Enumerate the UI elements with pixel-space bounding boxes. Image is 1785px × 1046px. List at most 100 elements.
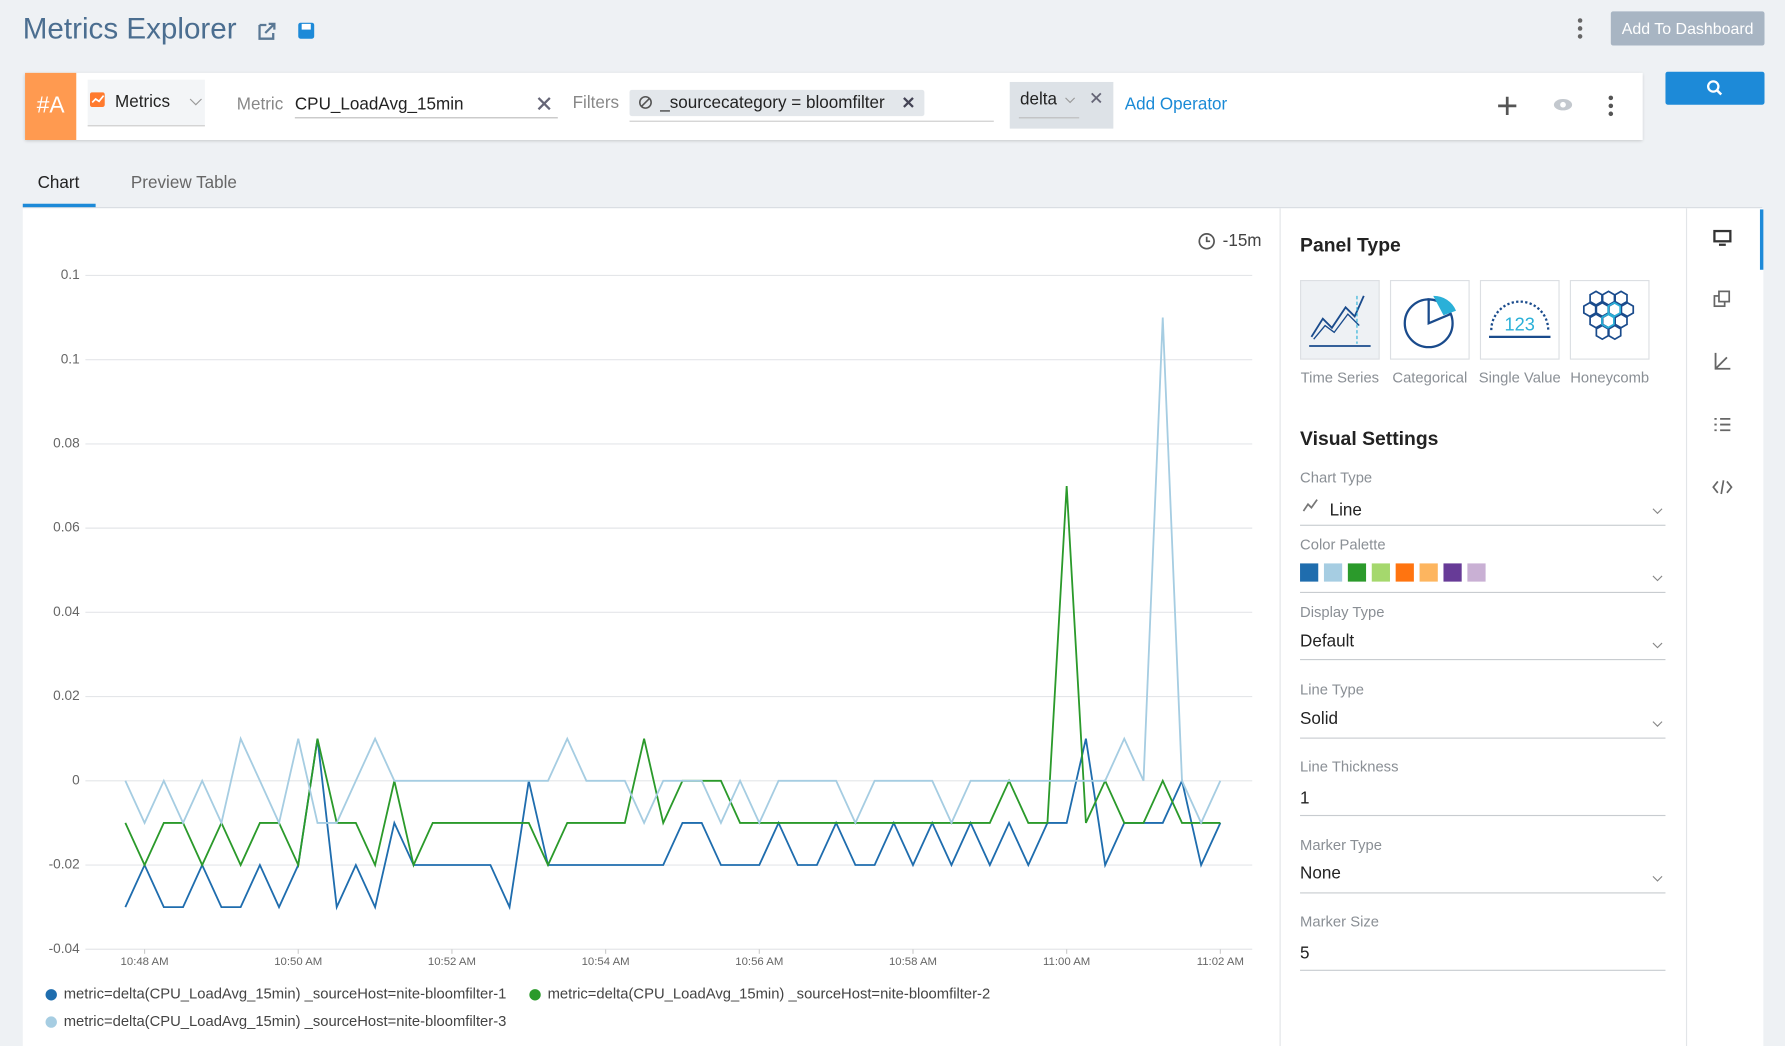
filter-value: _sourcecategory = bloomfilter xyxy=(660,93,885,113)
operator-value[interactable]: delta xyxy=(1019,89,1058,110)
chart: -0.04 -0.02 0 0.02 0.04 0.06 0.08 0.1 0.1 10:48 A… xyxy=(45,267,1253,1030)
side-toolbar xyxy=(1685,208,1764,1046)
x-tick-label: 10:50 AM xyxy=(274,956,322,968)
legend-label: metric=delta(CPU_LoadAvg_15min) _sourceH… xyxy=(548,987,991,1003)
x-tick-label: 10:54 AM xyxy=(582,956,630,968)
palette-swatch xyxy=(1323,563,1343,582)
y-tick-label: 0.1 xyxy=(61,267,80,282)
series-line xyxy=(124,485,1221,869)
active-tab-indicator xyxy=(22,203,96,208)
setting-label: Line Type xyxy=(1300,680,1364,698)
setting-label: Color Palette xyxy=(1300,536,1386,554)
palette-swatch xyxy=(1395,563,1414,582)
x-tick-label: 11:02 AM xyxy=(1197,956,1244,968)
eye-icon[interactable] xyxy=(1553,98,1573,112)
setting-value[interactable]: Line xyxy=(1329,500,1362,521)
setting-value[interactable]: None xyxy=(1300,863,1341,884)
x-tick-label: 10:58 AM xyxy=(889,956,937,968)
setting-underline xyxy=(1300,969,1666,971)
x-tick-label: 10:52 AM xyxy=(428,956,476,968)
filter-underline xyxy=(629,120,994,122)
chevron xyxy=(189,98,202,106)
setting-label: Display Type xyxy=(1300,603,1385,621)
setting-label: Chart Type xyxy=(1300,468,1373,487)
panel-type-label: Time Series xyxy=(1300,368,1380,386)
side-icons[interactable] xyxy=(1712,228,1739,501)
svg-text:123: 123 xyxy=(1505,314,1535,334)
panel-type-label: Honeycomb xyxy=(1570,368,1650,386)
filter-chip[interactable] xyxy=(629,89,925,117)
palette-swatch xyxy=(1347,563,1367,582)
setting-label: Line Thickness xyxy=(1300,758,1399,776)
add-icon[interactable] xyxy=(1497,96,1517,116)
query-menu[interactable] xyxy=(1604,94,1618,119)
query-label: #A xyxy=(25,72,77,140)
series-line xyxy=(124,738,1222,911)
series-line xyxy=(124,317,1222,826)
legend-label: metric=delta(CPU_LoadAvg_15min) _sourceH… xyxy=(64,1014,507,1030)
add-operator[interactable]: Add Operator xyxy=(1124,94,1228,114)
remove-filter[interactable] xyxy=(903,97,914,108)
metric-label: Metric xyxy=(236,94,284,114)
palette-swatch xyxy=(1467,563,1486,582)
legend-swatch xyxy=(45,989,57,1001)
setting-underline xyxy=(1300,814,1666,817)
operator-box xyxy=(1009,81,1114,129)
source-select[interactable] xyxy=(87,79,205,127)
x-tick-label: 10:48 AM xyxy=(121,956,169,968)
x-tick-label: 11:00 AM xyxy=(1043,956,1090,968)
chevron[interactable] xyxy=(1652,642,1663,650)
chevron xyxy=(1065,97,1076,104)
filters-label: Filters xyxy=(572,93,620,113)
setting-value[interactable]: Solid xyxy=(1300,709,1339,729)
clock-icon xyxy=(1198,233,1215,250)
y-tick-label: 0.08 xyxy=(53,436,80,451)
panel-type-label: Single Value xyxy=(1478,368,1561,386)
chevron[interactable] xyxy=(1652,720,1663,728)
chevron[interactable] xyxy=(1652,575,1663,583)
palette-swatch xyxy=(1371,563,1390,582)
y-tick-label: 0.04 xyxy=(53,604,80,619)
source-value: Metrics xyxy=(114,92,171,112)
source-icon xyxy=(89,92,105,107)
tab-preview-table[interactable]: Preview Table xyxy=(130,173,237,193)
legend-swatch xyxy=(45,1016,57,1028)
page-title: Metrics Explorer xyxy=(22,11,237,46)
remove-operator[interactable] xyxy=(1091,92,1102,104)
metric-underline xyxy=(294,117,558,119)
side-active xyxy=(1759,209,1764,270)
panel-type-label: Categorical xyxy=(1392,368,1468,386)
y-tick-label: 0 xyxy=(72,772,80,787)
metric-value[interactable]: CPU_LoadAvg_15min xyxy=(294,94,464,114)
search-button[interactable] xyxy=(1665,71,1765,105)
tab-divider xyxy=(22,207,1763,209)
palette-swatch xyxy=(1443,563,1462,582)
setting-underline xyxy=(1300,591,1666,593)
add-to-dashboard-button[interactable]: Add To Dashboard xyxy=(1610,11,1765,46)
operator-underline xyxy=(1018,117,1080,119)
setting-value[interactable]: 1 xyxy=(1300,788,1310,809)
search-icon xyxy=(1707,80,1723,96)
panel-type-icons[interactable]: 123 xyxy=(1300,279,1653,362)
chevron[interactable] xyxy=(1652,508,1663,516)
y-tick-label: -0.02 xyxy=(49,857,80,872)
menu-icon[interactable] xyxy=(1573,16,1587,41)
tab-chart[interactable]: Chart xyxy=(37,173,80,193)
x-tick-label: 10:56 AM xyxy=(735,956,783,968)
setting-value[interactable]: Default xyxy=(1300,631,1355,652)
y-tick-label: 0.02 xyxy=(53,688,80,703)
setting-value[interactable]: 5 xyxy=(1300,943,1310,963)
palette-swatch xyxy=(1300,563,1319,582)
setting-label: Marker Type xyxy=(1300,836,1383,854)
setting-underline xyxy=(1300,892,1666,894)
chevron[interactable] xyxy=(1652,875,1663,883)
y-tick-label: 0.1 xyxy=(61,351,80,366)
clear-icon[interactable] xyxy=(537,97,551,111)
y-tick-label: 0.06 xyxy=(53,520,80,535)
setting-label: Marker Size xyxy=(1300,912,1379,930)
time-range[interactable]: -15m xyxy=(1222,231,1262,251)
visual-settings-title: Visual Settings xyxy=(1300,427,1439,450)
line-icon xyxy=(1302,499,1318,512)
palette-swatch xyxy=(1419,563,1438,582)
